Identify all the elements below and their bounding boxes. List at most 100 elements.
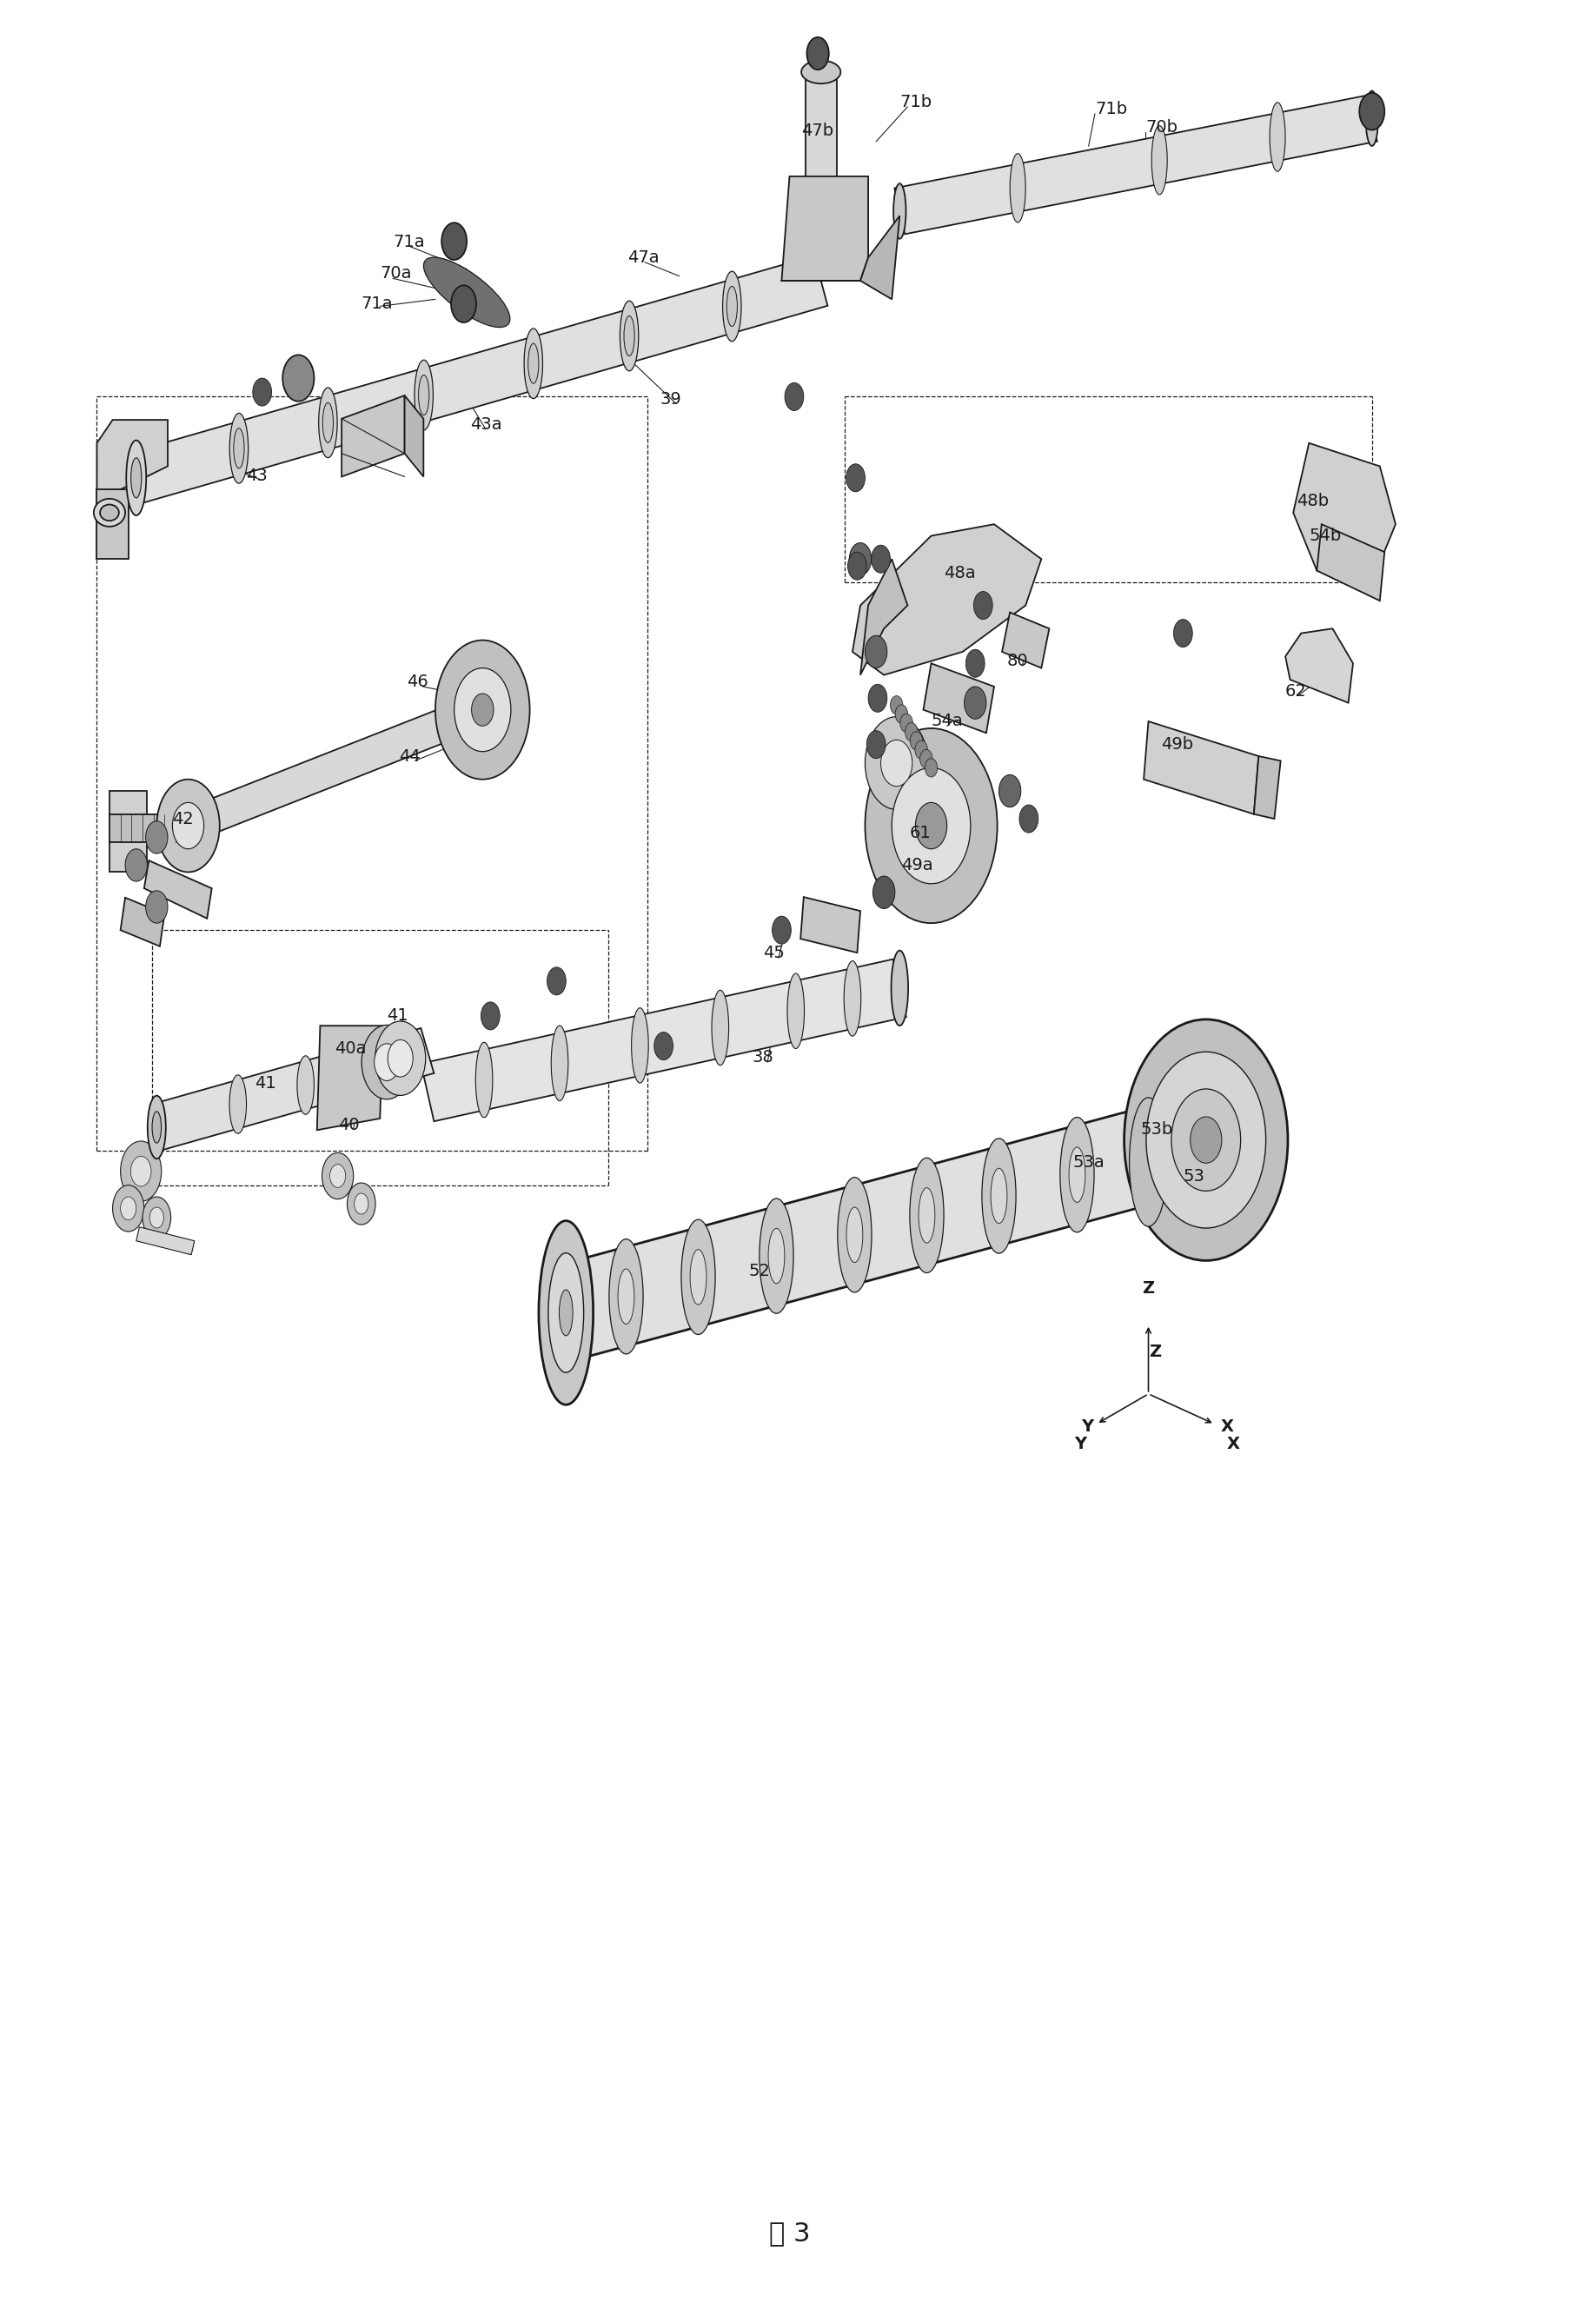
Polygon shape: [1254, 755, 1281, 818]
Text: 71b: 71b: [900, 93, 932, 112]
Text: 44: 44: [399, 748, 420, 765]
Polygon shape: [317, 1025, 384, 1129]
Text: 40a: 40a: [335, 1041, 366, 1057]
Circle shape: [905, 723, 917, 741]
Circle shape: [120, 1197, 136, 1220]
Polygon shape: [129, 256, 827, 502]
Circle shape: [848, 553, 867, 581]
Ellipse shape: [152, 1111, 161, 1143]
Polygon shape: [1285, 627, 1353, 702]
Polygon shape: [801, 897, 861, 953]
Ellipse shape: [527, 344, 538, 383]
Ellipse shape: [894, 184, 906, 239]
Circle shape: [546, 967, 565, 995]
Circle shape: [921, 751, 933, 767]
Ellipse shape: [788, 974, 804, 1048]
Ellipse shape: [726, 286, 737, 325]
Circle shape: [966, 648, 985, 676]
Ellipse shape: [1151, 125, 1167, 195]
Circle shape: [900, 713, 913, 732]
Polygon shape: [109, 813, 183, 841]
Circle shape: [482, 1002, 501, 1030]
Ellipse shape: [538, 1220, 594, 1404]
Ellipse shape: [1270, 102, 1285, 172]
Circle shape: [283, 356, 314, 402]
Ellipse shape: [723, 272, 741, 342]
Ellipse shape: [559, 1290, 573, 1336]
Ellipse shape: [891, 951, 908, 1025]
Ellipse shape: [475, 1043, 493, 1118]
Circle shape: [865, 727, 998, 923]
Circle shape: [873, 876, 895, 909]
Text: X: X: [1221, 1418, 1233, 1434]
Ellipse shape: [632, 1009, 649, 1083]
Text: 41: 41: [387, 1009, 407, 1025]
Circle shape: [865, 634, 887, 667]
Text: 49b: 49b: [1161, 737, 1194, 753]
Polygon shape: [1143, 720, 1258, 813]
Circle shape: [125, 848, 147, 881]
Text: 71a: 71a: [362, 295, 393, 311]
Ellipse shape: [843, 960, 861, 1037]
Circle shape: [145, 890, 167, 923]
Polygon shape: [183, 695, 488, 841]
Ellipse shape: [681, 1220, 715, 1334]
Polygon shape: [120, 897, 164, 946]
Circle shape: [436, 639, 531, 779]
Text: 43a: 43a: [471, 416, 502, 432]
Ellipse shape: [609, 1239, 643, 1355]
Ellipse shape: [990, 1169, 1007, 1222]
Circle shape: [330, 1164, 346, 1188]
Circle shape: [867, 730, 886, 758]
Circle shape: [455, 667, 512, 751]
Text: 图 3: 图 3: [769, 2222, 810, 2245]
Ellipse shape: [846, 1206, 862, 1262]
Ellipse shape: [229, 414, 248, 483]
Polygon shape: [109, 790, 147, 872]
Ellipse shape: [982, 1139, 1015, 1253]
Text: 62: 62: [1285, 683, 1307, 700]
Text: 54a: 54a: [932, 713, 963, 730]
Circle shape: [347, 1183, 376, 1225]
Polygon shape: [853, 525, 1042, 674]
Circle shape: [846, 465, 865, 493]
Ellipse shape: [690, 1250, 706, 1304]
Polygon shape: [1293, 444, 1396, 583]
Circle shape: [914, 741, 927, 760]
Polygon shape: [861, 216, 900, 300]
Ellipse shape: [1060, 1118, 1094, 1232]
Polygon shape: [861, 560, 908, 674]
Circle shape: [131, 1157, 152, 1185]
Circle shape: [865, 716, 928, 809]
Ellipse shape: [131, 458, 142, 497]
Ellipse shape: [837, 1178, 872, 1292]
Circle shape: [1124, 1020, 1288, 1260]
Circle shape: [785, 383, 804, 411]
Polygon shape: [150, 1027, 434, 1150]
Circle shape: [442, 223, 467, 260]
Circle shape: [452, 286, 477, 323]
Circle shape: [654, 1032, 673, 1060]
Ellipse shape: [919, 1188, 935, 1243]
Circle shape: [850, 544, 872, 576]
Ellipse shape: [1011, 153, 1025, 223]
Circle shape: [881, 739, 913, 786]
Polygon shape: [924, 662, 995, 732]
Circle shape: [910, 732, 922, 751]
Circle shape: [892, 767, 971, 883]
Circle shape: [1360, 93, 1385, 130]
Text: 47b: 47b: [802, 123, 834, 139]
Circle shape: [772, 916, 791, 944]
Circle shape: [120, 1141, 161, 1202]
Polygon shape: [96, 490, 128, 560]
Ellipse shape: [1366, 91, 1378, 146]
Text: 47a: 47a: [627, 249, 658, 265]
Polygon shape: [96, 421, 167, 502]
Text: 41: 41: [254, 1076, 276, 1092]
Ellipse shape: [1069, 1148, 1085, 1202]
Text: 42: 42: [172, 811, 194, 827]
Circle shape: [916, 802, 947, 848]
Ellipse shape: [147, 1095, 166, 1160]
Text: 46: 46: [407, 674, 428, 690]
Polygon shape: [553, 1104, 1181, 1360]
